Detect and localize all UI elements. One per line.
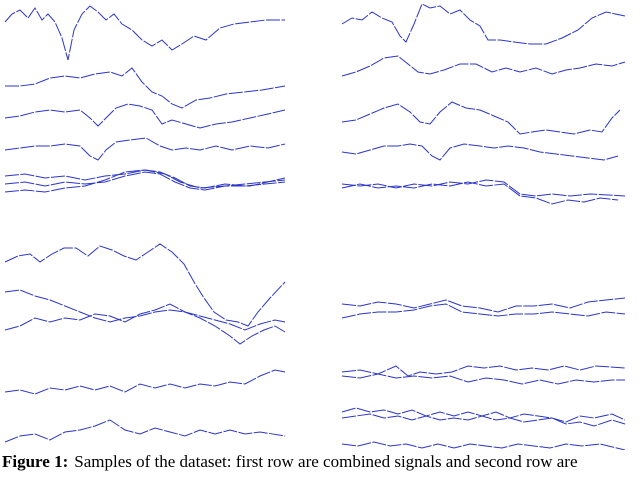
signal-curve: [4, 5, 285, 61]
signal-curve: [341, 55, 626, 77]
figure-caption: Figure 1: Samples of the dataset: first r…: [2, 452, 640, 472]
signal-curve: [4, 289, 286, 331]
signal-curve: [341, 441, 626, 451]
panel-bottom-left: [4, 243, 286, 443]
signal-curve: [341, 181, 619, 205]
panel-top-right: [341, 3, 626, 205]
signal-curve: [341, 413, 626, 427]
signal-curve: [5, 67, 286, 109]
signal-curve: [4, 419, 286, 443]
signal-curve: [341, 365, 626, 377]
signal-curve: [4, 169, 286, 193]
signal-curve: [4, 137, 286, 161]
signal-curve: [341, 3, 626, 45]
caption-label: Figure 1:: [2, 452, 69, 471]
panel-bottom-right: [341, 297, 626, 451]
signal-curve: [4, 171, 286, 191]
signal-curve: [4, 103, 286, 129]
signal-curve: [341, 407, 626, 423]
signal-curve: [4, 243, 286, 327]
caption-text: Samples of the dataset: first row are co…: [74, 452, 578, 471]
figure-panels: [4, 3, 626, 451]
signal-curve: [341, 101, 621, 135]
signal-curve: [4, 369, 286, 395]
panel-top-left: [4, 5, 286, 193]
signal-curve: [341, 303, 626, 319]
signal-curve: [341, 143, 619, 161]
signal-curve: [341, 373, 625, 385]
signal-curve: [4, 303, 286, 345]
signal-curve: [341, 179, 626, 197]
signal-curve: [341, 297, 626, 313]
